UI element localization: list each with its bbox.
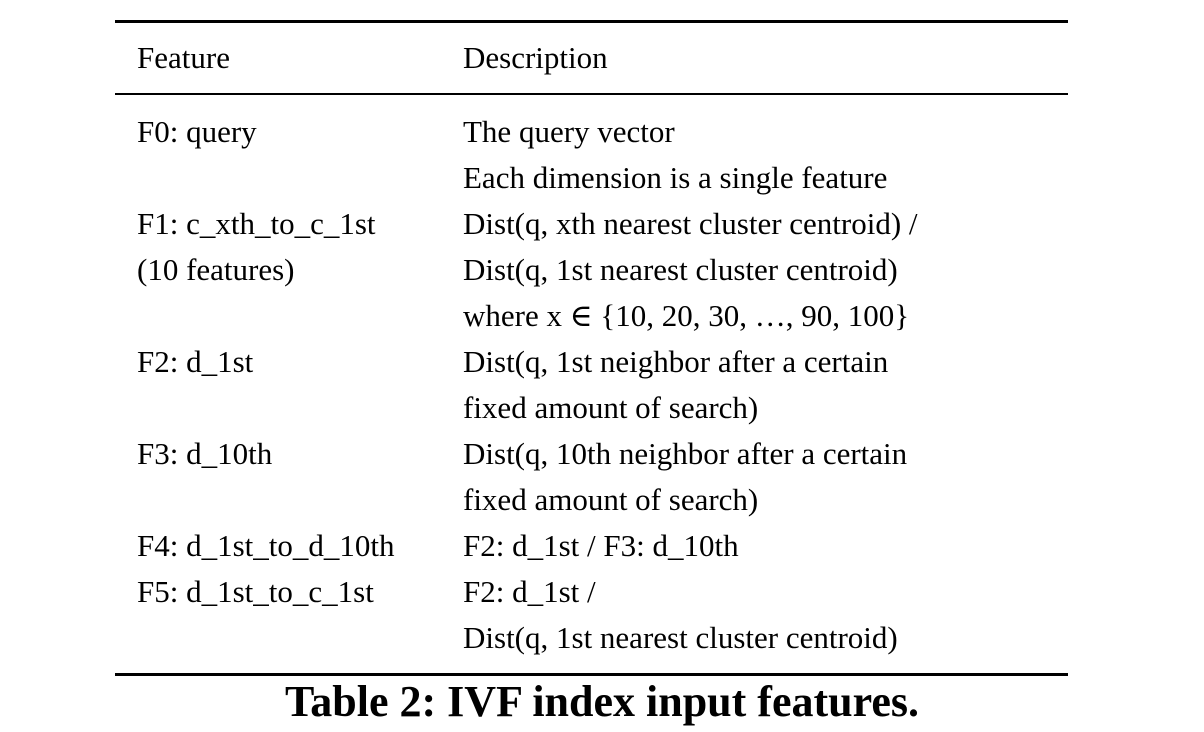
description-line: where x ∈ {10, 20, 30, …, 90, 100} [463,298,910,333]
feature-line: F0: query [137,114,257,149]
feature-cell: F3: d_10th [115,431,463,523]
table-top-rule [115,20,1068,23]
description-line: Dist(q, 1st neighbor after a certain [463,344,889,379]
description-line: Dist(q, 10th neighbor after a certain [463,436,908,471]
description-cell: Dist(q, 1st neighbor after a certain fixe… [463,339,1068,431]
header-description: Description [463,40,608,75]
feature-cell: F5: d_1st_to_c_1st [115,569,463,661]
description-line: fixed amount of search) [463,390,759,425]
feature-cell: F1: c_xth_to_c_1st (10 features) [115,201,463,339]
feature-cell: F0: query [115,109,463,201]
feature-cell: F2: d_1st [115,339,463,431]
feature-line: F3: d_10th [137,436,273,471]
description-line: Dist(q, 1st nearest cluster centroid) [463,620,898,655]
feature-cell: F4: d_1st_to_d_10th [115,523,463,569]
table-caption: Table 2: IVF index input features. [284,677,919,726]
features-table: Feature Description F0: query The query v… [115,20,1068,676]
feature-line: F5: d_1st_to_c_1st [137,574,374,609]
table-header-rule [115,93,1068,95]
table-row: F3: d_10th Dist(q, 10th neighbor after a … [115,431,1068,523]
description-cell: F2: d_1st / F3: d_10th [463,523,1068,569]
description-line: Dist(q, 1st nearest cluster centroid) [463,252,898,287]
feature-line: F1: c_xth_to_c_1st [137,206,376,241]
description-cell: Dist(q, xth nearest cluster centroid) / D… [463,201,1068,339]
description-line: Each dimension is a single feature [463,160,888,195]
feature-line: F4: d_1st_to_d_10th [137,528,395,563]
table-row: F2: d_1st Dist(q, 1st neighbor after a ce… [115,339,1068,431]
description-line: F2: d_1st / F3: d_10th [463,528,739,563]
table-bottom-rule [115,673,1068,676]
table-header-row: Feature Description [115,23,1068,93]
description-line: fixed amount of search) [463,482,759,517]
table-row: F0: query The query vector Each dimension … [115,109,1068,201]
description-cell: Dist(q, 10th neighbor after a certain fix… [463,431,1068,523]
table-row: F5: d_1st_to_c_1st F2: d_1st / Dist(q, 1st… [115,569,1068,661]
description-line: The query vector [463,114,675,149]
description-line: Dist(q, xth nearest cluster centroid) / [463,206,918,241]
description-cell: F2: d_1st / Dist(q, 1st nearest cluster c… [463,569,1068,661]
table-row: F4: d_1st_to_d_10th F2: d_1st / F3: d_10t… [115,523,1068,569]
description-line: F2: d_1st / [463,574,596,609]
header-feature: Feature [137,40,230,75]
feature-line: (10 features) [137,252,295,287]
feature-line: F2: d_1st [137,344,254,379]
description-cell: The query vector Each dimension is a sing… [463,109,1068,201]
table-body: F0: query The query vector Each dimension … [115,95,1068,673]
table-row: F1: c_xth_to_c_1st (10 features) Dist(q, x… [115,201,1068,339]
